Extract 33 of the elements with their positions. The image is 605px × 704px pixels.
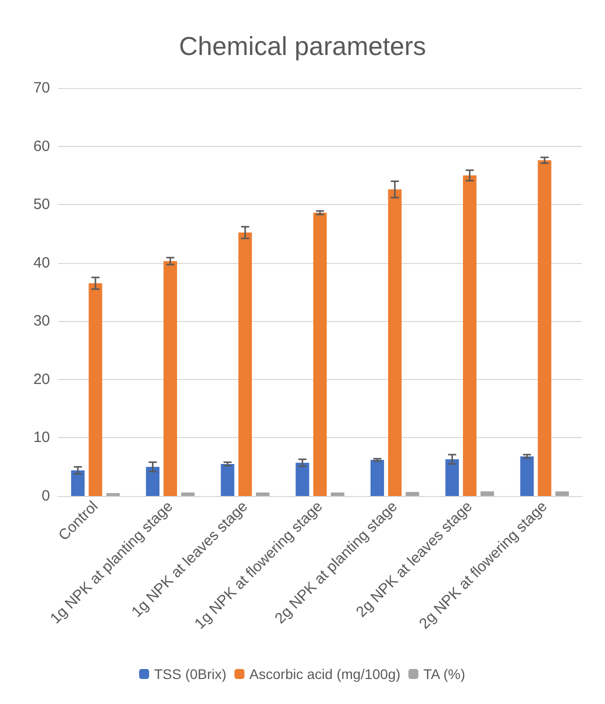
bar	[296, 462, 310, 496]
bar	[520, 456, 534, 496]
bar	[462, 175, 476, 496]
bar	[388, 189, 402, 496]
legend-label: Ascorbic acid (mg/100g)	[249, 666, 400, 682]
bar	[146, 466, 160, 496]
bar	[370, 460, 384, 496]
y-tick-label: 20	[33, 370, 50, 388]
bar	[538, 160, 552, 496]
legend-label: TA (%)	[423, 666, 466, 682]
bar	[445, 459, 459, 496]
y-tick-label: 50	[33, 196, 50, 214]
bar	[88, 283, 102, 496]
y-tick-label: 40	[33, 254, 50, 272]
bar	[181, 492, 195, 496]
bar	[238, 232, 252, 496]
y-tick-label: 0	[42, 488, 50, 504]
bar	[480, 491, 494, 496]
legend-label: TSS (0Brix)	[154, 666, 226, 682]
bar	[256, 492, 270, 496]
bar	[220, 464, 234, 496]
bar	[406, 492, 420, 496]
y-tick-label: 10	[33, 429, 50, 446]
chart-title: Chemical parameters	[178, 31, 426, 61]
y-tick-label: 30	[33, 312, 50, 330]
bar	[164, 261, 178, 496]
bar	[555, 491, 569, 496]
y-tick-label: 60	[33, 138, 50, 155]
y-tick-label: 70	[33, 80, 50, 96]
bar	[330, 492, 344, 496]
bar	[106, 493, 120, 496]
bar	[71, 470, 85, 496]
bar	[313, 212, 327, 496]
